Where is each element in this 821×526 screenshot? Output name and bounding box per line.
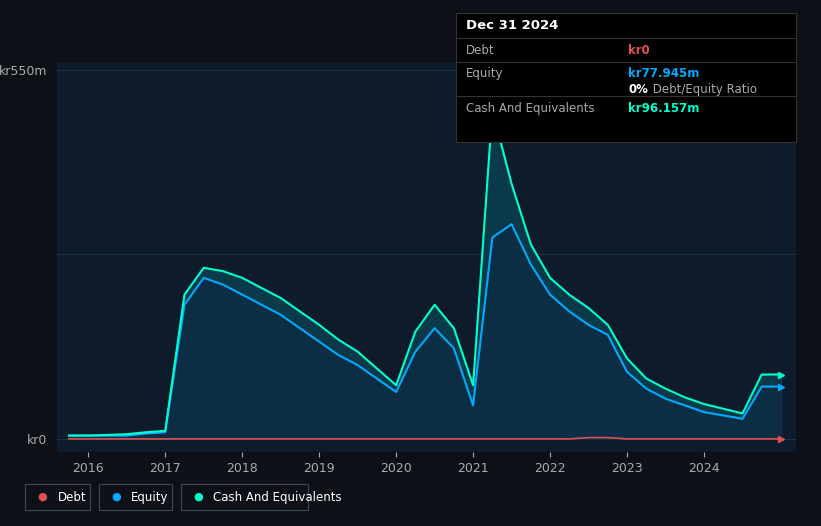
Text: 0%: 0% bbox=[628, 83, 648, 96]
Text: Cash And Equivalents: Cash And Equivalents bbox=[466, 102, 594, 115]
Text: Debt/Equity Ratio: Debt/Equity Ratio bbox=[649, 83, 757, 96]
Text: Equity: Equity bbox=[466, 67, 503, 80]
Text: Equity: Equity bbox=[131, 491, 169, 503]
Text: ●: ● bbox=[38, 492, 48, 502]
Text: Debt: Debt bbox=[466, 44, 494, 57]
Text: Cash And Equivalents: Cash And Equivalents bbox=[213, 491, 342, 503]
Text: Dec 31 2024: Dec 31 2024 bbox=[466, 19, 558, 33]
Text: Debt: Debt bbox=[57, 491, 86, 503]
Text: kr0: kr0 bbox=[628, 44, 649, 57]
Text: ●: ● bbox=[112, 492, 122, 502]
Text: kr77.945m: kr77.945m bbox=[628, 67, 699, 80]
Text: ●: ● bbox=[194, 492, 204, 502]
Text: kr96.157m: kr96.157m bbox=[628, 102, 699, 115]
